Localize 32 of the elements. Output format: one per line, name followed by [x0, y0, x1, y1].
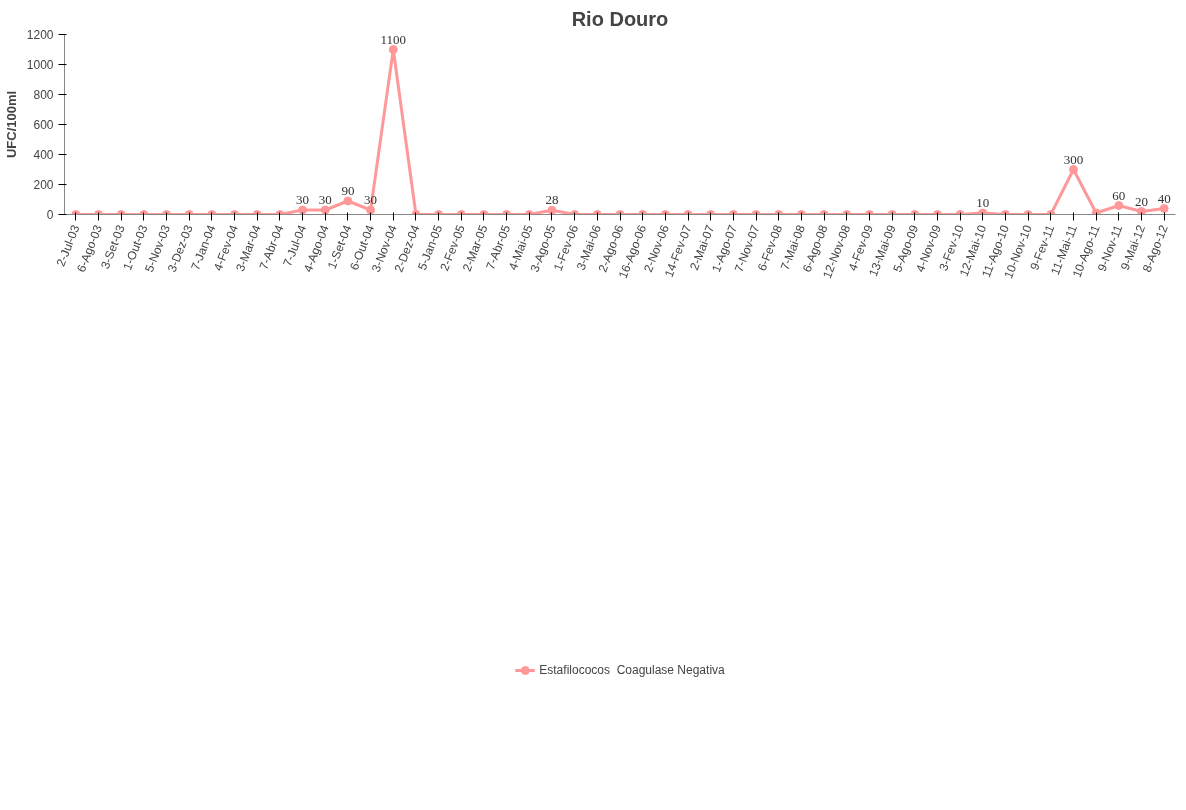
point	[1068, 165, 1078, 174]
data-label: 300	[1063, 151, 1084, 167]
point	[388, 45, 398, 54]
y-tick-label: 800	[33, 88, 54, 102]
point	[320, 205, 330, 215]
point	[547, 205, 557, 215]
legend-label: Estafilococos Coagulase Negativa	[539, 663, 725, 677]
y-tick-label: 1200	[26, 28, 54, 42]
data-label: 30	[296, 192, 310, 207]
data-label: 10	[976, 195, 990, 210]
y-tick-label: 0	[46, 208, 54, 222]
data-label: 30	[318, 192, 332, 207]
y-tick-label: 400	[33, 148, 54, 162]
data-label: 40	[1157, 190, 1171, 206]
chart-title: Rio Douro	[571, 7, 669, 30]
point	[1159, 204, 1169, 213]
point	[1114, 201, 1124, 210]
data-label: 90	[341, 183, 355, 198]
point	[366, 205, 376, 215]
point	[343, 196, 353, 206]
point	[298, 205, 308, 215]
point	[1136, 207, 1146, 215]
y-axis-title: UFC/100ml	[3, 90, 19, 159]
data-label: 28	[545, 192, 559, 208]
y-tick-label: 1000	[26, 58, 54, 72]
y-tick-label: 200	[33, 178, 54, 192]
data-label: 1100	[380, 31, 407, 47]
data-label: 30	[364, 192, 378, 207]
point	[1091, 208, 1101, 215]
y-tick-label: 600	[33, 118, 54, 132]
data-label: 60	[1112, 187, 1126, 203]
data-label: 20	[1134, 193, 1148, 209]
